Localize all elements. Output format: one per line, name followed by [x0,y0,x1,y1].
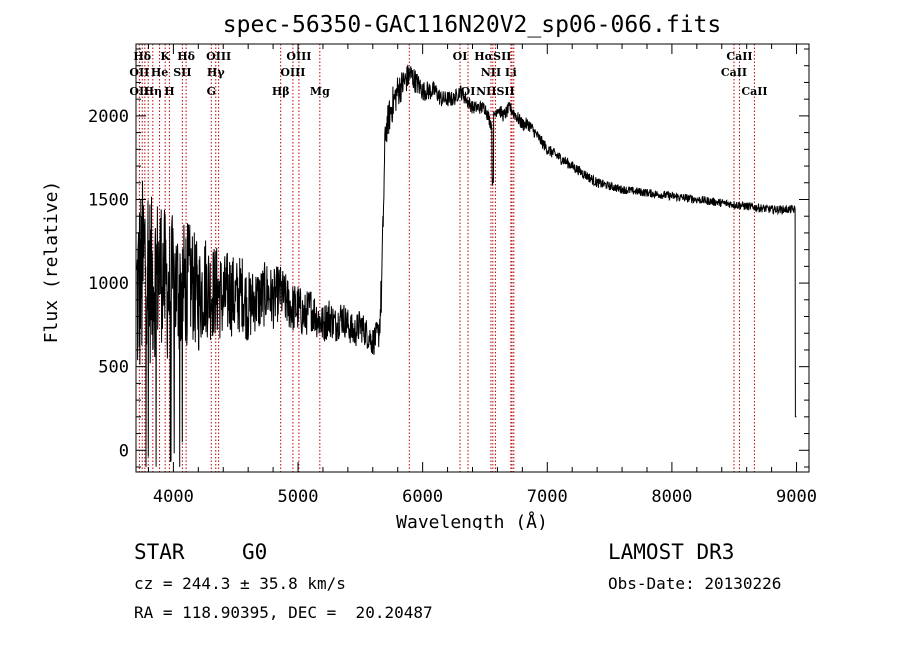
line-label-7: CaII [726,50,752,63]
line-label-17: Hη [144,85,162,98]
line-label-12: OIII [280,66,305,79]
redshift-velocity: cz = 244.3 ± 35.8 km/s [134,574,346,593]
line-label-1: K [160,50,170,63]
x-axis-label: Wavelength (Å) [396,511,548,530]
y-tick-label-1: 500 [98,358,129,378]
y-tick-label-4: 2000 [88,107,129,127]
y-tick-label-0: 0 [119,441,129,461]
chart-title: spec-56350-GAC116N20V2_sp06-066.fits [223,12,722,38]
x-tick-label-2: 6000 [402,487,443,507]
y-tick-label-2: 1000 [88,274,129,294]
coordinates: RA = 118.90395, DEC = 20.20487 [134,603,433,622]
line-label-0: Hδ [133,50,151,63]
line-label-14: Li [505,66,517,79]
line-label-10: SII [173,66,191,79]
spectrum-chart: spec-56350-GAC116N20V2_sp06-066.fits Hδ K… [41,12,817,533]
line-label-23: NIISII [476,85,515,98]
line-label-8: OII [129,66,149,79]
line-labels: Hδ K Hδ OIII OIII OI HαSII CaII OII He SII Hγ OIII NI… [129,50,767,98]
line-label-24: CaII [741,85,767,98]
line-label-2: Hδ [177,50,195,63]
line-label-15: CaII [721,66,747,79]
object-subclass: G0 [242,540,268,564]
y-axis: 0 500 1000 1500 2000 [88,48,809,468]
object-class: STAR [134,540,185,564]
line-label-18: H [164,85,174,98]
x-axis: 4000 5000 6000 7000 8000 9000 [147,44,817,507]
line-label-9: He [151,66,168,79]
y-tick-label-3: 1500 [88,190,129,210]
x-tick-label-5: 9000 [776,487,817,507]
line-label-3: OIII [206,50,231,63]
y-axis-label: Flux (relative) [41,181,62,344]
line-label-11: Hγ [207,66,225,79]
x-tick-label-4: 8000 [651,487,692,507]
survey-name: LAMOST DR3 [608,540,735,564]
line-label-16: OII [129,85,149,98]
line-label-21: Mg [310,85,330,98]
line-markers [138,44,755,472]
line-label-13: NII [481,66,501,79]
x-tick-label-1: 5000 [278,487,319,507]
x-tick-label-3: 7000 [527,487,568,507]
spectrum-series [136,64,797,467]
x-tick-label-0: 4000 [153,487,194,507]
line-label-20: Hβ [272,85,290,98]
line-label-22: OI [461,85,476,98]
obs-date: Obs-Date: 20130226 [608,574,782,593]
line-label-6: HαSII [474,50,511,63]
line-label-19: G [207,85,216,98]
line-label-5: OI [453,50,468,63]
line-label-4: OIII [286,50,311,63]
